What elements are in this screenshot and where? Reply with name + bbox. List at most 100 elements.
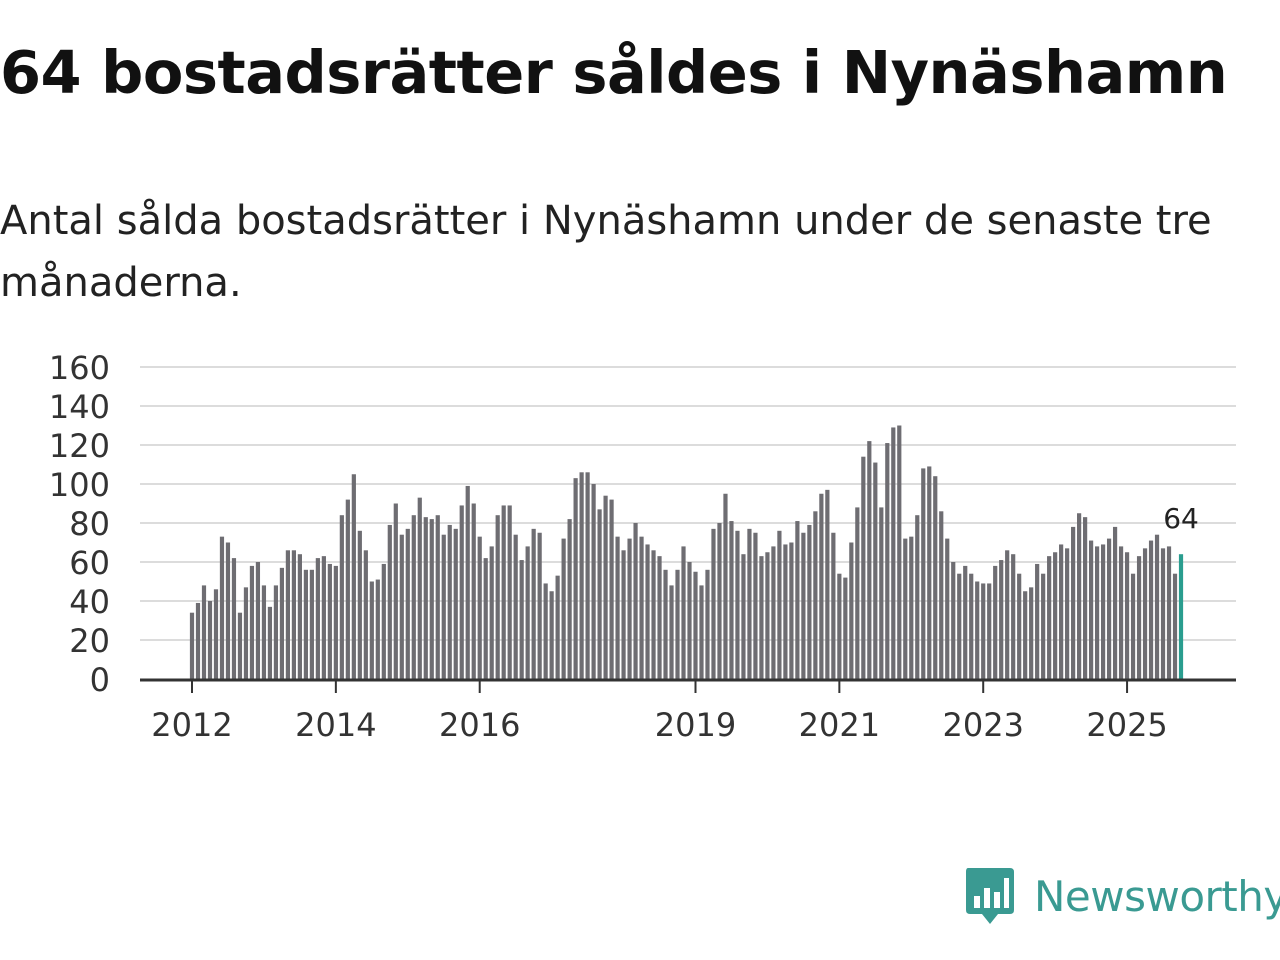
bar <box>495 515 500 679</box>
bar <box>237 612 243 679</box>
bar <box>531 528 536 679</box>
y-tick-label: 40 <box>69 583 110 621</box>
bar <box>519 560 524 679</box>
bar <box>585 472 590 679</box>
bar <box>483 558 488 679</box>
bar <box>1047 556 1052 679</box>
bar <box>939 511 944 679</box>
bar <box>747 528 752 679</box>
bar <box>1083 517 1088 679</box>
newsworthy-logo-icon <box>966 868 1014 924</box>
bar <box>285 550 290 679</box>
bar <box>897 425 902 679</box>
bar <box>363 550 368 679</box>
bar <box>765 552 770 679</box>
bar <box>651 550 656 679</box>
bar <box>1130 573 1136 679</box>
bar <box>453 528 458 679</box>
bar <box>759 556 764 679</box>
bar <box>1053 552 1058 679</box>
bar <box>537 532 542 679</box>
bar <box>999 560 1004 679</box>
bar <box>249 565 255 679</box>
bar <box>657 556 662 679</box>
bar <box>753 532 758 679</box>
chart-title: 64 bostadsrätter såldes i Nynäshamn <box>0 38 1228 107</box>
bar <box>423 517 428 679</box>
bar <box>231 558 237 679</box>
bar <box>579 472 584 679</box>
bar <box>741 554 746 679</box>
bar-highlight <box>1178 554 1184 679</box>
bar <box>315 558 320 679</box>
bar <box>729 521 734 679</box>
bar <box>219 536 225 679</box>
bar <box>1118 546 1124 679</box>
bar <box>783 544 788 679</box>
bar <box>561 538 566 679</box>
bar <box>885 443 890 679</box>
brand-name: Newsworthy <box>1034 871 1280 921</box>
bar <box>1136 556 1142 679</box>
bar <box>243 587 249 679</box>
bar <box>549 591 554 679</box>
bar <box>861 456 866 679</box>
bar <box>1023 591 1028 679</box>
bar <box>675 569 680 679</box>
bar <box>969 573 974 679</box>
bar <box>717 523 722 679</box>
bar <box>267 606 273 679</box>
bar <box>273 585 279 679</box>
brand-logo: Newsworthy <box>964 866 1280 926</box>
bar <box>987 583 992 679</box>
bar <box>837 573 842 679</box>
bar <box>471 503 476 679</box>
bar <box>1065 548 1070 679</box>
bar <box>1035 563 1040 679</box>
bar <box>399 534 404 679</box>
bar <box>795 521 800 679</box>
x-tick-label: 2014 <box>295 706 376 744</box>
bar <box>525 546 530 679</box>
y-tick-label: 160 <box>49 349 110 387</box>
bar <box>1077 513 1082 679</box>
x-tick-label: 2023 <box>942 706 1023 744</box>
bar <box>645 544 650 679</box>
bar <box>789 542 794 679</box>
bar <box>807 524 812 679</box>
bar <box>501 505 506 679</box>
bar <box>321 556 326 679</box>
bar <box>909 536 914 679</box>
bar <box>1005 550 1010 679</box>
bar <box>855 507 860 679</box>
bar <box>873 462 878 679</box>
bar <box>459 505 464 679</box>
bar <box>831 532 836 679</box>
bar <box>1166 546 1172 679</box>
y-tick-label: 80 <box>69 505 110 543</box>
bar <box>429 519 434 679</box>
bar <box>813 511 818 679</box>
bar <box>357 530 362 679</box>
bar <box>345 499 350 679</box>
bar <box>513 534 518 679</box>
bar <box>201 585 207 679</box>
bar <box>801 532 806 679</box>
bar <box>507 505 512 679</box>
bar <box>375 579 380 679</box>
bar <box>405 528 410 679</box>
bar <box>1100 544 1106 679</box>
bar <box>981 583 986 679</box>
y-tick-label: 0 <box>90 661 110 699</box>
bar <box>957 573 962 679</box>
bar <box>627 538 632 679</box>
bar <box>915 515 920 679</box>
y-tick-label: 100 <box>49 466 110 504</box>
bar <box>963 565 968 679</box>
bar <box>621 550 626 679</box>
bar <box>489 546 494 679</box>
x-tick-label: 2012 <box>151 706 232 744</box>
bar <box>843 577 848 679</box>
x-tick-label: 2021 <box>799 706 880 744</box>
